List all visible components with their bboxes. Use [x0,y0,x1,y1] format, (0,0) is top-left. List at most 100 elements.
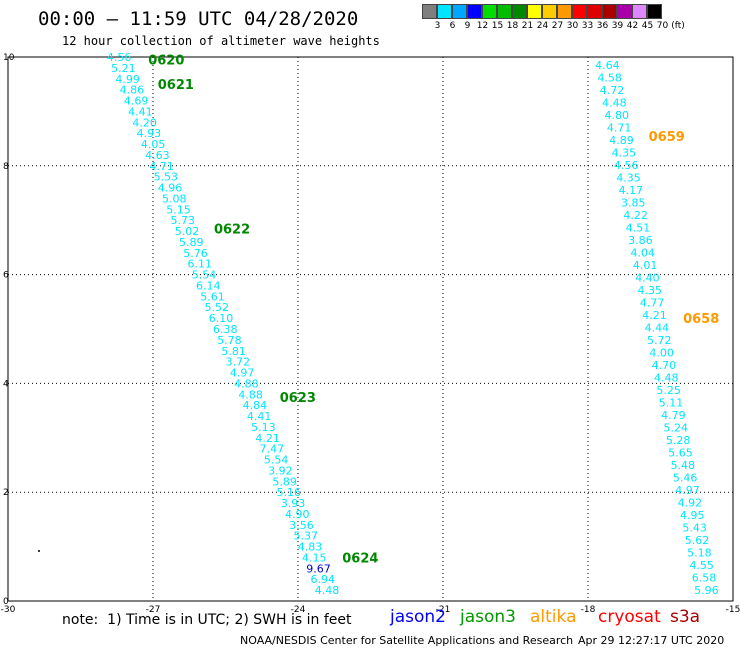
wave-height-value: 6.10 [209,312,234,325]
legend-label: 3 [434,21,441,31]
wave-height-value: 3.93 [281,497,306,510]
wave-height-value: 4.21 [642,309,667,322]
wave-height-value: 4.71 [607,122,632,135]
wave-height-value: 4.79 [661,409,686,422]
wave-height-value: 4.89 [609,134,634,147]
wave-height-value: 6.58 [692,572,717,585]
footnote: note: 1) Time is in UTC; 2) SWH is in fe… [62,612,352,628]
wave-height-value: 7.47 [260,443,285,456]
pass-time-label: 0623 [280,391,316,406]
x-tick-label: -30 [1,605,16,615]
wave-height-value: 4.77 [640,297,665,310]
satellite-label-altika: altika [530,607,577,627]
color-legend [422,4,662,19]
wave-height-value: 4.64 [595,59,620,72]
wave-height-value: 5.53 [154,171,179,184]
wave-height-value: 4.83 [298,541,323,554]
satellite-label-jason2: jason2 [390,607,446,627]
wave-height-value: 6.11 [188,258,213,271]
legend-swatch [527,4,542,19]
wave-height-value: 5.48 [671,459,696,472]
wave-height-value: 5.16 [277,486,302,499]
map-title: 00:00 – 11:59 UTC 04/28/2020 [38,8,359,30]
pass-time-label: 0622 [214,222,250,237]
wave-height-value: 4.40 [635,272,660,285]
legend-swatch [632,4,647,19]
wave-height-value: 4.35 [612,147,637,160]
wave-height-value: 4.88 [234,377,259,390]
wave-height-value: 4.22 [623,209,648,222]
marker-dot [38,550,40,552]
wave-height-value: 5.73 [171,214,196,227]
legend-label: 30 [566,21,579,31]
legend-swatch [512,4,527,19]
wave-height-value: 4.72 [600,84,625,97]
legend-swatch [572,4,587,19]
wave-height-value: 4.21 [255,432,280,445]
wave-height-value: 5.43 [682,522,707,535]
map-subtitle: 12 hour collection of altimeter wave hei… [62,34,380,48]
wave-height-value: 4.01 [633,259,658,272]
legend-swatch [437,4,452,19]
wave-height-value: 4.69 [124,95,149,108]
wave-height-value: 4.20 [132,116,157,129]
wave-height-value: 4.90 [285,508,310,521]
legend-swatch [557,4,572,19]
wave-height-value: 4.44 [645,322,670,335]
x-tick-label: -18 [581,605,596,615]
wave-height-value: 5.46 [673,472,698,485]
pass-time-label: 0659 [649,130,685,145]
wave-height-value: 6.38 [213,323,238,336]
wave-height-value: 4.48 [654,372,679,385]
wave-height-value: 4.86 [120,84,145,97]
wave-height-value: 5.54 [264,454,289,467]
wave-height-value: 5.02 [175,225,200,238]
x-tick-label: -21 [436,605,451,615]
wave-height-value: 4.17 [619,184,644,197]
legend-swatch [482,4,497,19]
wave-height-value: 4.48 [602,97,627,110]
wave-height-value: 4.97 [230,367,255,380]
wave-height-value: 4.63 [145,149,170,162]
wave-height-value: 4.56 [614,159,639,172]
legend-label: 45 [641,21,654,31]
wave-height-value: 4.93 [137,127,162,140]
wave-height-value: 4.51 [626,222,651,235]
y-tick-label: 10 [3,53,15,63]
x-tick-label: -27 [146,605,161,615]
wave-height-value: 5.37 [294,530,319,543]
wave-height-value: 4.88 [238,388,263,401]
wave-height-value: 4.92 [678,497,703,510]
pass-time-label: 0658 [683,312,719,327]
wave-height-value: 9.67 [306,562,331,575]
legend-label: 70 [656,21,669,31]
wave-height-value: 5.89 [179,236,204,249]
legend-label: 27 [551,21,564,31]
wave-height-value: 6.94 [311,573,336,586]
wave-height-value: 4.00 [649,347,674,360]
wave-height-value: 3.85 [621,197,646,210]
wave-height-value: 4.71 [149,160,174,173]
legend-label: 42 [626,21,639,31]
wave-height-value: 5.18 [687,547,712,560]
wave-height-value: 4.04 [630,247,655,260]
wave-height-value: 3.56 [289,519,314,532]
wave-height-value: 4.70 [652,359,677,372]
wave-height-value: 5.54 [192,269,217,282]
wave-height-value: 6.14 [196,279,221,292]
wave-height-value: 4.35 [616,172,641,185]
legend-swatch [587,4,602,19]
legend-label: 15 [491,21,504,31]
satellite-label-jason3: jason3 [460,607,516,627]
wave-height-value: 4.15 [302,551,327,564]
wave-height-value: 5.96 [694,584,719,597]
wave-height-value: 5.24 [663,422,688,435]
credit-text: NOAA/NESDIS Center for Satellite Applica… [240,634,574,647]
wave-height-value: 4.56 [107,51,132,64]
wave-height-value: 4.99 [115,73,140,86]
wave-height-value: 5.08 [162,192,187,205]
legend-label: 33 [581,21,594,31]
y-tick-label: 8 [3,162,9,172]
